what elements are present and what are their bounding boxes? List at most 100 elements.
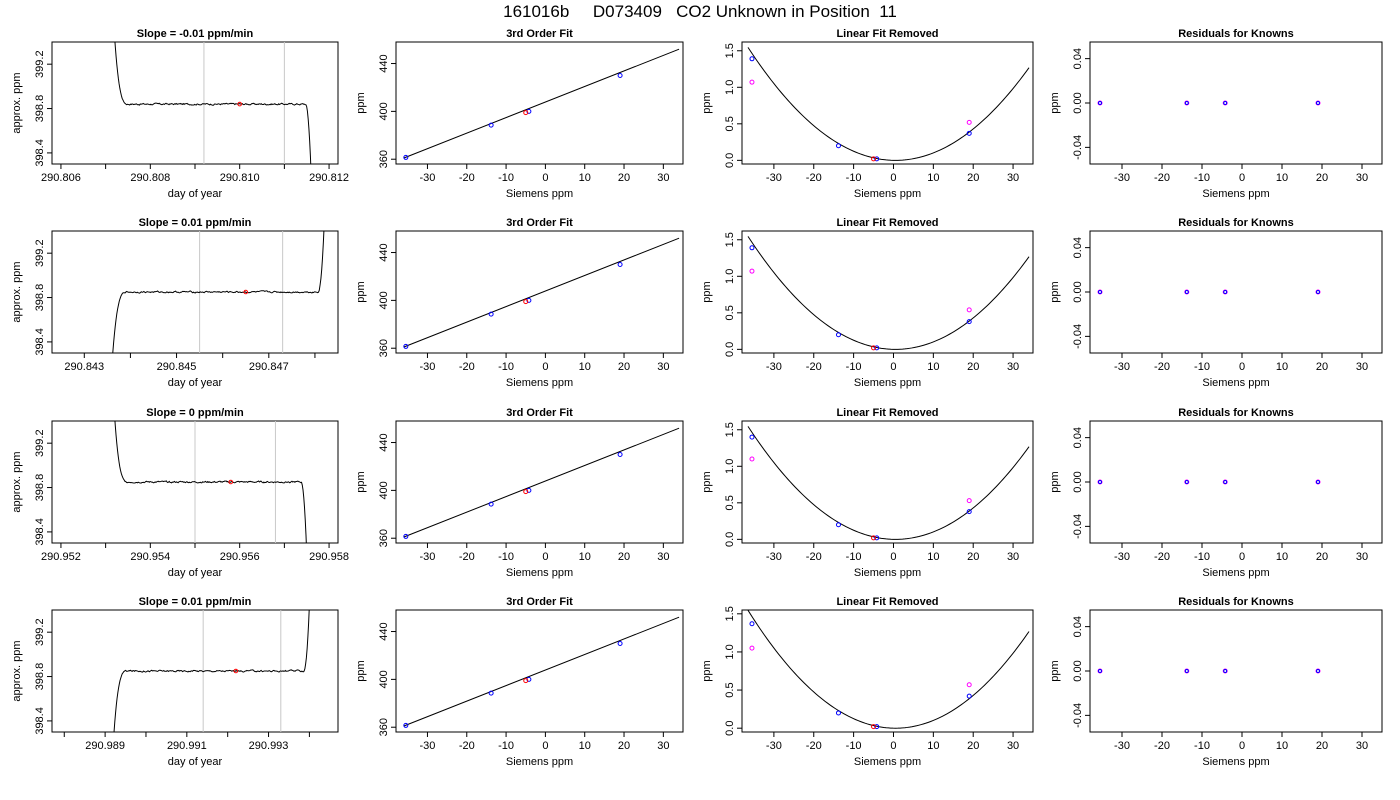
known-standard-point bbox=[749, 245, 755, 251]
y-axis-label: approx. ppm bbox=[11, 261, 23, 322]
x-axis-label: Siemens ppm bbox=[1202, 756, 1269, 768]
y-tick-label: 0.0 bbox=[724, 153, 736, 168]
concentration-trace bbox=[114, 42, 312, 164]
plot-area bbox=[747, 610, 1030, 730]
plot-frame bbox=[395, 41, 684, 165]
y-tick-label: 0.00 bbox=[1072, 471, 1084, 492]
fit-curve bbox=[747, 236, 1030, 350]
y-tick-label: 399.2 bbox=[34, 239, 46, 267]
known-standard-point bbox=[749, 56, 755, 62]
x-tick-label: -10 bbox=[498, 740, 514, 752]
x-tick-label: -20 bbox=[459, 740, 475, 752]
x-tick-label: 10 bbox=[927, 361, 939, 373]
y-tick-label: -0.04 bbox=[1072, 514, 1084, 539]
known-standard-point bbox=[966, 509, 972, 515]
x-tick-label: 0 bbox=[1239, 740, 1245, 752]
plot-frame bbox=[395, 230, 684, 354]
x-tick-label: 290.810 bbox=[220, 172, 260, 184]
x-tick-label: -10 bbox=[846, 172, 862, 184]
x-tick-label: -10 bbox=[498, 551, 514, 563]
residual-point bbox=[1098, 480, 1102, 484]
fit-curve bbox=[747, 610, 1030, 729]
x-tick-label: 20 bbox=[967, 172, 979, 184]
plot-frame bbox=[741, 609, 1034, 733]
y-tick-label: 398.4 bbox=[34, 328, 46, 356]
plot-area bbox=[1097, 100, 1321, 106]
plot-area bbox=[403, 616, 680, 728]
y-tick-label: 1.0 bbox=[724, 644, 736, 659]
x-axis-label: Siemens ppm bbox=[506, 188, 573, 200]
x-tick-label: 290.808 bbox=[130, 172, 170, 184]
x-tick-label: -20 bbox=[459, 551, 475, 563]
y-tick-label: 0.5 bbox=[724, 116, 736, 131]
x-tick-label: -10 bbox=[1194, 740, 1210, 752]
residual-point bbox=[1184, 669, 1189, 673]
x-tick-label: -20 bbox=[1154, 361, 1170, 373]
x-tick-label: 10 bbox=[579, 172, 591, 184]
x-tick-label: -30 bbox=[419, 172, 435, 184]
x-tick-label: 10 bbox=[1276, 551, 1288, 563]
chart-panel-trace-row1: Slope = -0.01 ppm/min 290.806 290.808 290.8… bbox=[11, 28, 349, 200]
fit-line bbox=[403, 616, 680, 727]
chart-title: Slope = 0.01 ppm/min bbox=[139, 217, 252, 229]
plot-frame bbox=[395, 420, 684, 544]
x-tick-label: 30 bbox=[1007, 551, 1019, 563]
chart-panel-linear-row3: Linear Fit Removed -30 -20 -10 0 10 20 30 0.0 0.5… bbox=[701, 407, 1034, 579]
raw-standard-point bbox=[749, 268, 755, 274]
x-tick-label: -20 bbox=[806, 172, 822, 184]
y-tick-label: 398.4 bbox=[34, 707, 46, 735]
x-axis-label: day of year bbox=[168, 188, 223, 200]
unknown-mean-point bbox=[243, 289, 249, 295]
x-tick-label: 30 bbox=[1007, 361, 1019, 373]
x-tick-label: 20 bbox=[1316, 740, 1328, 752]
chart-title: 3rd Order Fit bbox=[506, 217, 573, 229]
unknown-mean-point bbox=[237, 101, 242, 107]
x-tick-label: -10 bbox=[846, 740, 862, 752]
x-tick-label: 10 bbox=[1276, 740, 1288, 752]
plot-area bbox=[1097, 289, 1321, 295]
x-axis-label: Siemens ppm bbox=[854, 377, 921, 389]
chart-title: Residuals for Knowns bbox=[1178, 217, 1294, 229]
concentration-trace bbox=[112, 231, 325, 353]
y-tick-label: 360 bbox=[378, 150, 390, 168]
chart-panel-trace-row2: Slope = 0.01 ppm/min 290.843 290.845 290.84… bbox=[11, 217, 339, 389]
x-tick-label: -10 bbox=[498, 172, 514, 184]
chart-title: 3rd Order Fit bbox=[506, 407, 573, 419]
x-axis-label: Siemens ppm bbox=[506, 377, 573, 389]
raw-standard-point bbox=[966, 682, 972, 688]
y-tick-label: 440 bbox=[378, 433, 390, 451]
y-tick-label: 0.0 bbox=[724, 532, 736, 547]
y-axis-label: ppm bbox=[355, 281, 367, 302]
plot-frame bbox=[1089, 420, 1383, 544]
y-tick-label: 398.8 bbox=[34, 95, 46, 123]
residual-point bbox=[1098, 669, 1102, 673]
x-tick-label: 0 bbox=[542, 172, 548, 184]
x-tick-label: 20 bbox=[967, 361, 979, 373]
y-tick-label: 399.2 bbox=[34, 429, 46, 457]
known-standard-point bbox=[835, 332, 841, 338]
chart-title: 3rd Order Fit bbox=[506, 28, 573, 40]
y-tick-label: 400 bbox=[378, 481, 390, 499]
y-axis-label: ppm bbox=[701, 660, 713, 681]
x-tick-label: 10 bbox=[1276, 361, 1288, 373]
x-tick-label: 290.847 bbox=[249, 361, 289, 373]
x-tick-label: 20 bbox=[967, 740, 979, 752]
x-tick-label: 30 bbox=[657, 740, 669, 752]
plot-frame bbox=[1089, 230, 1383, 354]
x-tick-label: -30 bbox=[1114, 172, 1130, 184]
x-tick-label: 20 bbox=[1316, 551, 1328, 563]
x-axis-label: Siemens ppm bbox=[506, 567, 573, 579]
x-tick-label: -30 bbox=[1114, 740, 1130, 752]
unknown-point bbox=[871, 724, 877, 730]
x-axis-label: day of year bbox=[168, 756, 223, 768]
plot-frame bbox=[1089, 609, 1383, 733]
plot-area bbox=[114, 42, 312, 164]
unknown-point bbox=[871, 156, 877, 162]
plot-area bbox=[747, 236, 1030, 351]
y-tick-label: 440 bbox=[378, 243, 390, 261]
known-standard-point bbox=[403, 722, 409, 728]
x-tick-label: 10 bbox=[1276, 172, 1288, 184]
x-axis-label: Siemens ppm bbox=[1202, 567, 1269, 579]
y-tick-label: 1.5 bbox=[724, 422, 736, 437]
unknown-mean-point bbox=[228, 479, 234, 485]
